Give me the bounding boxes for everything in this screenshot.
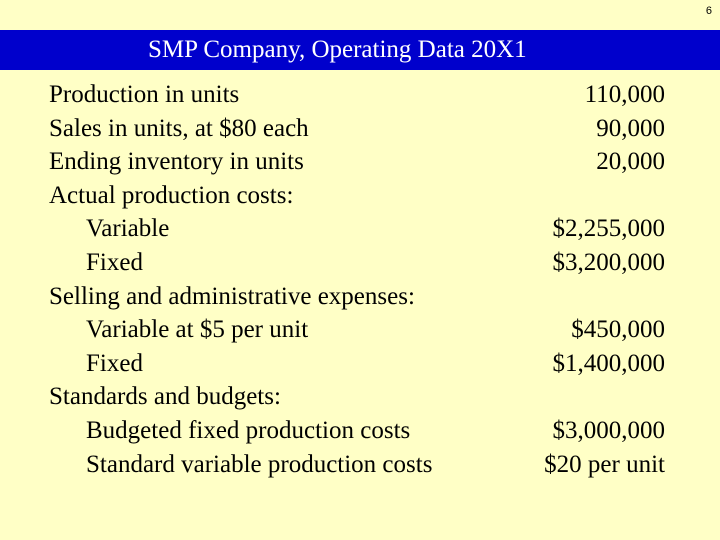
row-value: $450,000 xyxy=(571,316,665,344)
section-selling-admin-expenses: Selling and administrative expenses: xyxy=(49,280,669,314)
row-value: $3,200,000 xyxy=(552,248,666,276)
row-production-units: Production in units 110,000 xyxy=(49,78,669,112)
row-value: 90,000 xyxy=(596,114,665,142)
row-value: 110,000 xyxy=(584,81,665,108)
row-value: $3,000,000 xyxy=(552,416,666,444)
row-label: Variable at $5 per unit xyxy=(86,316,309,344)
section-heading: Standards and budgets: xyxy=(49,383,281,411)
section-heading: Selling and administrative expenses: xyxy=(49,282,415,310)
row-production-fixed: Fixed $3,200,000 xyxy=(49,246,669,280)
row-selling-variable: Variable at $5 per unit $450,000 xyxy=(49,313,669,347)
row-value: $2,255,000 xyxy=(552,215,666,243)
row-label: Fixed xyxy=(86,248,143,276)
row-label: Production in units xyxy=(49,81,240,108)
row-selling-fixed: Fixed $1,400,000 xyxy=(49,347,669,381)
row-label: Fixed xyxy=(86,349,143,377)
operating-data-table: Production in units 110,000 Sales in uni… xyxy=(49,78,669,481)
section-actual-production-costs: Actual production costs: xyxy=(49,179,669,213)
row-label: Sales in units, at $80 each xyxy=(49,114,309,142)
row-standard-variable-costs: Standard variable production costs $20 p… xyxy=(49,448,669,482)
page-title: SMP Company, Operating Data 20X1 xyxy=(148,36,527,63)
row-ending-inventory: Ending inventory in units 20,000 xyxy=(49,145,669,179)
section-heading: Actual production costs: xyxy=(49,181,294,209)
row-value: $1,400,000 xyxy=(552,349,666,377)
row-label: Standard variable production costs xyxy=(86,450,433,478)
row-label: Variable xyxy=(86,215,170,243)
row-label: Ending inventory in units xyxy=(49,148,304,176)
row-production-variable: Variable $2,255,000 xyxy=(49,212,669,246)
section-standards-budgets: Standards and budgets: xyxy=(49,380,669,414)
row-sales-units: Sales in units, at $80 each 90,000 xyxy=(49,112,669,146)
row-value: 20,000 xyxy=(596,148,665,176)
row-budgeted-fixed-costs: Budgeted fixed production costs $3,000,0… xyxy=(49,414,669,448)
title-bar: SMP Company, Operating Data 20X1 xyxy=(0,30,720,70)
row-value: $20 per unit xyxy=(544,450,665,478)
row-label: Budgeted fixed production costs xyxy=(86,416,411,444)
page-number: 6 xyxy=(705,5,712,17)
